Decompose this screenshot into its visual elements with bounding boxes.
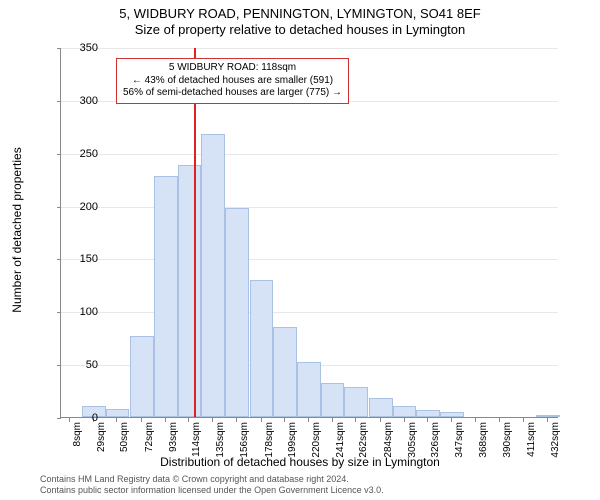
title-subtitle: Size of property relative to detached ho… [0,22,600,37]
gridline [61,154,558,155]
x-tick-mark [451,418,452,422]
x-tick-label: 262sqm [358,422,369,458]
x-tick-label: 72sqm [144,422,155,452]
x-tick-label: 284sqm [383,422,394,458]
x-tick-mark [355,418,356,422]
histogram-bar [273,327,297,417]
x-tick-label: 29sqm [96,422,107,452]
x-axis-label: Distribution of detached houses by size … [0,455,600,469]
x-tick-mark [284,418,285,422]
x-tick-mark [236,418,237,422]
x-tick-label: 390sqm [502,422,513,458]
x-tick-mark [188,418,189,422]
histogram-bar [130,336,154,417]
chart-title-block: 5, WIDBURY ROAD, PENNINGTON, LYMINGTON, … [0,0,600,37]
footer-line2: Contains public sector information licen… [40,485,384,496]
y-tick-label: 350 [58,42,98,54]
x-tick-mark [308,418,309,422]
x-tick-label: 220sqm [311,422,322,458]
x-tick-label: 178sqm [264,422,275,458]
y-tick-label: 100 [58,306,98,318]
footer-line1: Contains HM Land Registry data © Crown c… [40,474,384,485]
x-tick-mark [475,418,476,422]
x-tick-mark [165,418,166,422]
x-tick-label: 368sqm [478,422,489,458]
x-tick-label: 50sqm [119,422,130,452]
x-tick-mark [404,418,405,422]
histogram-bar [154,176,178,417]
title-address: 5, WIDBURY ROAD, PENNINGTON, LYMINGTON, … [0,6,600,21]
x-tick-label: 305sqm [407,422,418,458]
gridline [61,48,558,49]
x-tick-label: 347sqm [454,422,465,458]
histogram-bar [344,387,368,417]
annotation-line3: 56% of semi-detached houses are larger (… [123,87,342,100]
x-tick-mark [547,418,548,422]
x-tick-mark [116,418,117,422]
x-tick-label: 326sqm [430,422,441,458]
x-tick-label: 8sqm [72,422,83,446]
x-tick-label: 432sqm [550,422,561,458]
x-tick-label: 114sqm [191,422,202,457]
y-tick-label: 150 [58,253,98,265]
x-tick-mark [499,418,500,422]
x-tick-label: 241sqm [335,422,346,458]
annotation-line1: 5 WIDBURY ROAD: 118sqm [123,62,342,75]
y-axis-label: Number of detached properties [10,147,24,312]
chart-area: 5 WIDBURY ROAD: 118sqm ← 43% of detached… [60,48,558,418]
histogram-bar [321,383,345,417]
histogram-bar [178,165,202,417]
x-tick-label: 199sqm [287,422,298,458]
histogram-bar [225,208,249,417]
histogram-bar [393,406,417,417]
x-tick-label: 411sqm [526,422,537,457]
gridline [61,207,558,208]
x-tick-mark [380,418,381,422]
x-tick-label: 135sqm [215,422,226,458]
histogram-bar [201,134,225,417]
y-tick-label: 250 [58,148,98,160]
x-tick-mark [261,418,262,422]
x-tick-mark [212,418,213,422]
histogram-bar [106,409,130,417]
y-tick-label: 0 [58,412,98,424]
x-tick-mark [141,418,142,422]
footer-attribution: Contains HM Land Registry data © Crown c… [40,474,384,496]
x-tick-mark [332,418,333,422]
y-tick-label: 300 [58,95,98,107]
x-tick-label: 93sqm [168,422,179,452]
x-tick-mark [427,418,428,422]
plot-region: 5 WIDBURY ROAD: 118sqm ← 43% of detached… [60,48,558,418]
annotation-line2: ← 43% of detached houses are smaller (59… [123,75,342,88]
histogram-bar [297,362,321,417]
histogram-bar [536,415,560,417]
histogram-bar [416,410,440,417]
y-tick-label: 50 [58,359,98,371]
histogram-bar [250,280,274,417]
x-tick-mark [523,418,524,422]
histogram-bar [369,398,393,417]
gridline [61,312,558,313]
x-tick-label: 156sqm [239,422,250,458]
gridline [61,259,558,260]
property-annotation-box: 5 WIDBURY ROAD: 118sqm ← 43% of detached… [116,58,349,104]
y-tick-label: 200 [58,201,98,213]
histogram-bar [440,412,464,417]
